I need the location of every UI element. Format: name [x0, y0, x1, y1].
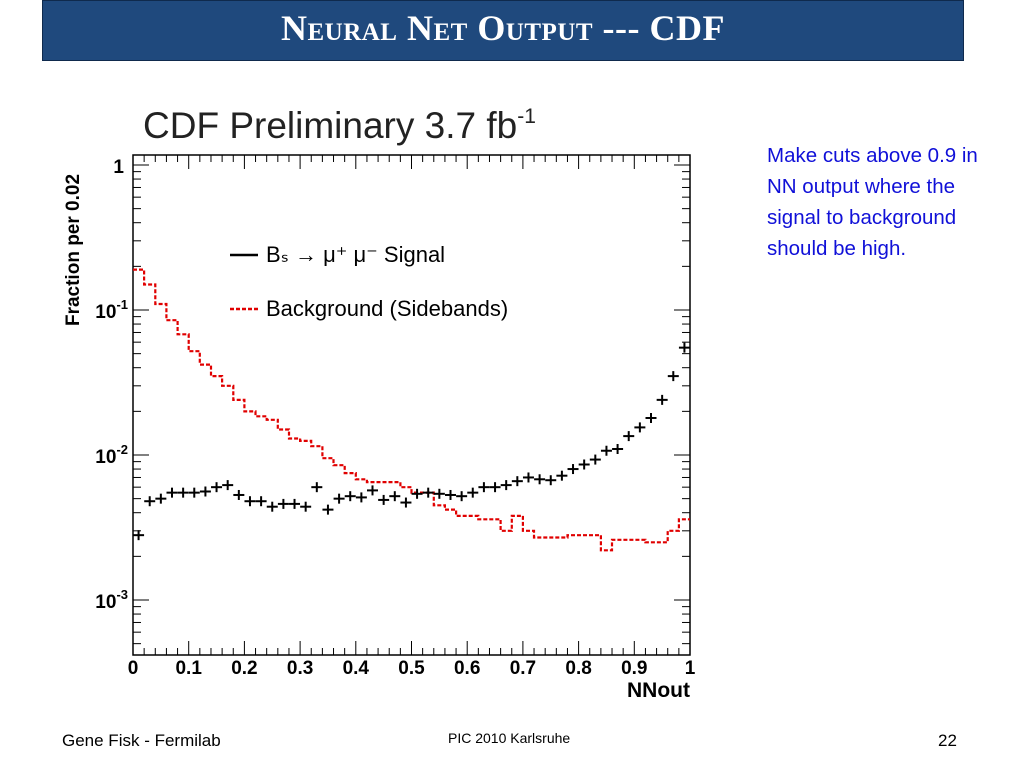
signal-point — [589, 454, 601, 465]
signal-point — [489, 482, 501, 493]
signal-point — [300, 501, 312, 512]
signal-point — [211, 482, 223, 493]
signal-point — [311, 482, 323, 493]
signal-point — [166, 487, 178, 498]
signal-point — [578, 459, 590, 470]
signal-point — [244, 496, 256, 507]
footer-author: Gene Fisk - Fermilab — [62, 731, 221, 750]
signal-point — [500, 480, 512, 491]
signal-point — [400, 497, 412, 508]
signal-point — [222, 480, 234, 491]
x-axis-label: NNout — [627, 679, 690, 702]
signal-point — [133, 530, 145, 541]
signal-point — [511, 476, 523, 487]
signal-point — [344, 491, 356, 502]
y-tick-label: 1 — [113, 157, 124, 178]
signal-point — [277, 498, 289, 509]
signal-point — [645, 412, 657, 423]
footer-conference: PIC 2010 Karlsruhe — [448, 730, 571, 746]
y-axis-label: Fraction per 0.02 — [63, 174, 84, 326]
x-tick-label: 0 — [128, 658, 139, 679]
signal-point — [188, 487, 200, 498]
x-tick-label: 0.2 — [231, 658, 257, 679]
axis-ticks: 0 0.1 0.2 0.3 0.4 0.5 0.6 0.7 0.8 0.9 1 1 10-1 10-2 10… — [95, 155, 696, 679]
slide-title: Neural Net Output --- CDF — [280, 8, 726, 48]
x-tick-label: 0.4 — [343, 658, 370, 679]
signal-point — [333, 493, 345, 504]
signal-point — [144, 496, 156, 507]
chart-title: CDF Preliminary 3.7 fb-1 — [143, 105, 536, 146]
signal-point — [367, 485, 379, 496]
page-number: 22 — [938, 731, 957, 750]
x-tick-label: 0.1 — [175, 658, 202, 679]
signal-point — [678, 342, 690, 353]
signal-point — [433, 488, 445, 499]
signal-point — [378, 494, 390, 505]
signal-point — [255, 496, 267, 507]
signal-point — [411, 488, 423, 499]
signal-point — [612, 443, 624, 454]
signal-point — [266, 501, 278, 512]
signal-point — [522, 472, 534, 483]
plot-frame — [132, 154, 691, 656]
signal-point — [155, 493, 167, 504]
signal-point — [478, 482, 490, 493]
signal-point — [567, 464, 579, 475]
signal-point — [177, 487, 189, 498]
y-tick-label: 10-1 — [95, 297, 128, 323]
signal-point — [534, 474, 546, 485]
x-tick-label: 0.5 — [398, 658, 425, 679]
signal-point — [667, 371, 679, 382]
signal-point — [233, 489, 245, 500]
signal-point — [389, 491, 401, 502]
x-tick-label: 0.9 — [621, 658, 647, 679]
signal-point — [444, 489, 456, 500]
signal-point — [199, 486, 211, 497]
x-tick-label: 0.8 — [565, 658, 591, 679]
signal-point — [634, 422, 646, 433]
signal-point — [600, 445, 612, 456]
background-series-line — [133, 268, 690, 552]
x-tick-label: 1 — [685, 658, 696, 679]
signal-point — [556, 470, 568, 481]
signal-point — [355, 492, 367, 503]
signal-point — [656, 394, 668, 405]
signal-point — [289, 498, 301, 509]
signal-point — [623, 431, 635, 442]
legend-background-label: Background (Sidebands) — [266, 296, 508, 321]
signal-point — [422, 487, 434, 498]
data-layer — [133, 268, 690, 552]
signal-point — [456, 491, 468, 502]
x-tick-label: 0.7 — [510, 658, 536, 679]
y-tick-label: 10-2 — [95, 442, 128, 468]
legend: Bₛ → μ⁺ μ⁻ Signal Background (Sidebands) — [230, 242, 508, 321]
legend-signal-label: Bₛ → μ⁺ μ⁻ Signal — [266, 242, 445, 267]
y-tick-label: 10-3 — [95, 587, 128, 613]
signal-point — [467, 487, 479, 498]
annotation-note: Make cuts above 0.9 in NN output where t… — [767, 144, 978, 260]
signal-point — [322, 504, 334, 515]
x-tick-label: 0.6 — [454, 658, 480, 679]
title-bar: Neural Net Output --- CDF — [42, 0, 964, 61]
signal-point — [545, 475, 557, 486]
x-tick-label: 0.3 — [287, 658, 313, 679]
